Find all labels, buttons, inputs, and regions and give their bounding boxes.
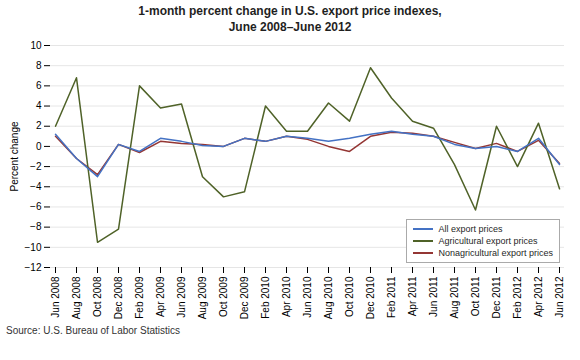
svg-text:Feb 2009: Feb 2009	[134, 276, 145, 319]
svg-text:Aug 2009: Aug 2009	[197, 276, 208, 319]
svg-text:−12: −12	[25, 262, 42, 273]
svg-text:Oct 2009: Oct 2009	[218, 276, 229, 317]
html-text:1-month percent change in U.S.: 1-month percent change in U.S. export pr…	[138, 4, 442, 34]
svg-text:0: 0	[36, 141, 42, 152]
svg-text:Apr 2009: Apr 2009	[155, 276, 166, 317]
html-text:Agricultural export prices: Agricultural export prices	[438, 236, 538, 247]
svg-text:Percent change: Percent change	[9, 121, 20, 191]
svg-text:Dec 2010: Dec 2010	[365, 276, 376, 319]
svg-text:Dec 2011: Dec 2011	[491, 276, 502, 319]
svg-text:6: 6	[36, 80, 42, 91]
html-text:Source: U.S. Bureau of Labor S: Source: U.S. Bureau of Labor Statistics	[6, 325, 180, 337]
svg-text:Apr 2012: Apr 2012	[533, 276, 544, 317]
svg-text:Jun 2011: Jun 2011	[428, 276, 439, 317]
svg-text:−4: −4	[30, 181, 42, 192]
svg-text:Apr 2011: Apr 2011	[407, 276, 418, 316]
svg-text:Oct 2008: Oct 2008	[92, 276, 103, 317]
svg-text:−6: −6	[30, 201, 42, 212]
svg-text:Jun 2008: Jun 2008	[50, 276, 61, 318]
svg-text:Apr 2010: Apr 2010	[281, 276, 292, 317]
svg-text:−8: −8	[30, 222, 42, 233]
svg-text:Dec 2008: Dec 2008	[113, 276, 124, 319]
svg-text:10: 10	[30, 40, 42, 51]
html-text:Nonagricultural export prices: Nonagricultural export prices	[438, 248, 553, 259]
svg-text:Feb 2011: Feb 2011	[386, 276, 397, 318]
svg-text:Oct 2011: Oct 2011	[470, 276, 481, 316]
svg-text:Aug 2010: Aug 2010	[323, 276, 334, 319]
svg-text:8: 8	[36, 60, 42, 71]
svg-text:2: 2	[36, 121, 42, 132]
html-text:All export prices: All export prices	[438, 224, 503, 235]
svg-text:Aug 2011: Aug 2011	[449, 276, 460, 319]
svg-text:Jun 2012: Jun 2012	[554, 276, 565, 318]
svg-text:−10: −10	[25, 242, 42, 253]
svg-text:4: 4	[36, 100, 42, 111]
svg-text:−2: −2	[30, 161, 42, 172]
svg-text:Feb 2012: Feb 2012	[512, 276, 523, 319]
svg-text:Jun 2010: Jun 2010	[302, 276, 313, 318]
svg-text:Jun 2009: Jun 2009	[176, 276, 187, 318]
svg-text:Feb 2010: Feb 2010	[260, 276, 271, 319]
svg-text:Oct 2010: Oct 2010	[344, 276, 355, 317]
svg-text:Dec 2009: Dec 2009	[239, 276, 250, 319]
svg-text:Aug 2008: Aug 2008	[71, 276, 82, 319]
